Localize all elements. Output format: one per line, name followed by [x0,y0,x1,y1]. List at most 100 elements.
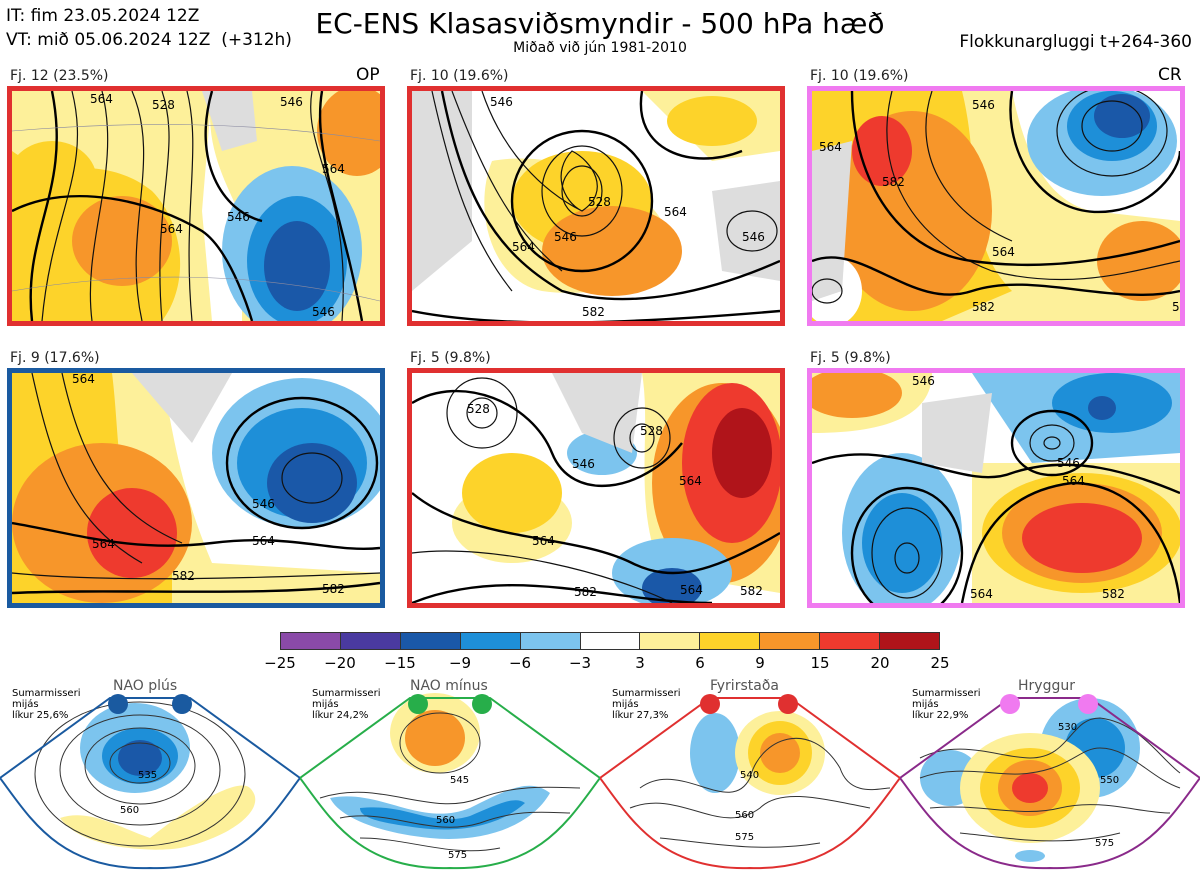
colorbar-tick: 6 [695,654,705,672]
contour-label: 564 [532,534,555,548]
contour-label: 546 [572,457,595,471]
contour-label: 546 [554,230,577,244]
panel-5-label: Fj. 5 (9.8%) [410,350,491,366]
regime-contour-label: 530 [1058,722,1077,733]
regime-blocking-map: 540 560 575 [600,694,900,870]
contour-label: 564 [819,140,842,154]
colorbar-swatch [281,633,341,649]
contour-label: 564 [680,583,703,597]
contour-label: 546 [912,374,935,388]
regime-nao-plus: 535 560 Sumarmisseri mijás líkur 25,6% NA… [0,678,300,871]
regime-ridge-map: 530 550 575 [900,694,1200,870]
regime-ridge: 530 550 575 Sumarmisseri mijás líkur 22,9%… [900,678,1200,871]
cluster-map-2: 546 528 546 564 564 582 546 [407,86,785,326]
regime-ridge-note: Sumarmisseri mijás líkur 22,9% [912,688,981,721]
panel-6-label: Fj. 5 (9.8%) [810,350,891,366]
panel-3-label: Fj. 10 (19.6%) [810,68,909,84]
cluster-map-5: 528 546 528 564 564 582 564 582 [407,368,785,608]
cluster-map-2-plot: 546 528 546 564 564 582 546 [412,91,780,321]
cluster-map-3-plot: 564 546 564 582 582 564 [812,91,1180,321]
regime-contour-label: 575 [448,850,467,861]
contour-label: 528 [588,195,611,209]
panel-2-label: Fj. 10 (19.6%) [410,68,509,84]
contour-label: 546 [1057,456,1080,470]
colorbar-swatch [520,633,581,649]
contour-label: 564 [90,92,113,106]
contour-label: 564 [1062,474,1085,488]
panel-4-label: Fj. 9 (17.6%) [10,350,100,366]
contour-label: 564 [252,534,275,548]
colorbar-swatch [880,633,939,649]
regime-contour-label: 550 [1100,775,1119,786]
panel-1-tag: OP [356,65,380,85]
colorbar-tick: 9 [755,654,765,672]
cluster-map-5-plot: 528 546 528 564 564 582 564 582 [412,373,780,603]
contour-label: 528 [640,424,663,438]
regime-ridge-name: Hryggur [1018,678,1075,694]
regime-contour-label: 560 [735,810,754,821]
cluster-map-6: 546 546 564 564 582 [807,368,1185,608]
colorbar-tick: −3 [568,654,592,672]
colorbar-tick: −6 [508,654,532,672]
page-subtitle: Miðað við jún 1981-2010 [513,40,687,56]
regime-contour-label: 535 [138,770,157,781]
contour-label: 564 [322,162,345,176]
colorbar-swatch [400,633,461,649]
contour-label: 546 [252,497,275,511]
regime-contour-label: 575 [735,832,754,843]
regime-contour-label: 540 [740,770,759,781]
colorbar-swatch [700,633,761,649]
regime-blocking-name: Fyrirstaða [710,678,779,694]
panel-1-label: Fj. 12 (23.5%) [10,68,109,84]
contour-label: 546 [490,95,513,109]
contour-label: 582 [972,300,995,314]
contour-label: 546 [280,95,303,109]
colorbar-swatch [640,633,701,649]
colorbar-tick: 3 [635,654,645,672]
cluster-map-6-plot: 546 546 564 564 582 [812,373,1180,603]
colorbar-tick: −25 [264,654,296,672]
regime-contour-label: 560 [436,815,455,826]
contour-label: 582 [1102,587,1125,601]
contour-label: 564 [92,537,115,551]
regime-nao-minus: 545 560 575 Sumarmisseri mijás líkur 24,2%… [300,678,600,871]
contour-label: 546 [972,98,995,112]
contour-label: 564 [72,373,95,386]
colorbar-tick: 15 [810,654,830,672]
contour-label: 582 [740,584,763,598]
regime-contour-label: 560 [120,805,139,816]
regime-contour-label: 545 [450,775,469,786]
cluster-map-3: 564 546 564 582 582 564 [807,86,1185,326]
contour-label: 564 [160,222,183,236]
classification-window: Flokkunargluggi t+264-360 [959,32,1192,52]
cluster-map-4-plot: 564 546 564 564 582 582 [12,373,380,603]
panel-3-tag: CR [1158,65,1182,85]
regime-nao-minus-map: 545 560 575 [300,693,600,870]
valid-time: VT: mið 05.06.2024 12Z (+312h) [6,30,292,50]
contour-label: 564 [679,474,702,488]
contour-label: 546 [312,305,335,319]
colorbar [280,632,940,650]
regime-nao-minus-name: NAO mínus [410,678,488,694]
contour-label: 582 [574,585,597,599]
colorbar-tick: 25 [930,654,950,672]
colorbar-tick: −20 [324,654,356,672]
colorbar-tick: −15 [384,654,416,672]
regime-nao-plus-name: NAO plús [113,678,178,694]
cluster-map-1-plot: 564 528 546 564 546 564 546 [12,91,380,321]
colorbar-tick: −9 [448,654,472,672]
contour-label: 564 [512,240,535,254]
colorbar-swatch [340,633,401,649]
regime-nao-plus-map: 535 560 [0,694,300,870]
colorbar-swatch [580,633,641,649]
contour-label: 582 [882,175,905,189]
colorbar-swatch [820,633,881,649]
contour-label: 546 [227,210,250,224]
contour-label: 564 [1172,300,1180,314]
regime-nao-plus-note: Sumarmisseri mijás líkur 25,6% [12,688,81,721]
colorbar-swatch [460,633,521,649]
contour-label: 564 [664,205,687,219]
colorbar-swatch [760,633,821,649]
issue-time: IT: fim 23.05.2024 12Z [6,6,200,26]
contour-label: 564 [992,245,1015,259]
